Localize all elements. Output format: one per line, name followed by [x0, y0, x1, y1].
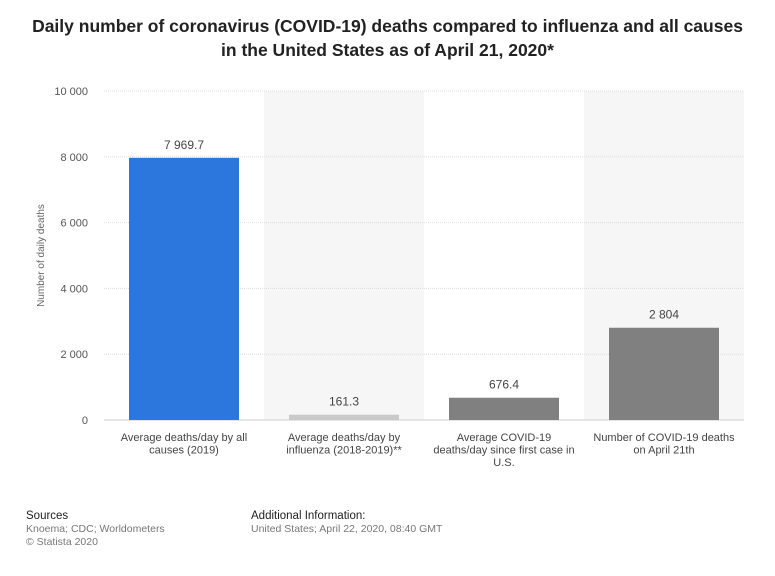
data-label: 7 969.7 [164, 138, 204, 152]
x-tick-label: influenza (2018-2019)** [286, 445, 402, 457]
chart-title: Daily number of coronavirus (COVID-19) d… [20, 14, 755, 62]
x-tick-label: Average deaths/day by all [121, 432, 247, 444]
x-tick-label: Average COVID-19 [457, 432, 552, 444]
bar [289, 414, 399, 420]
chart-title-line-2: in the United States as of April 21, 202… [221, 40, 554, 60]
bar [129, 157, 239, 420]
bar [609, 327, 719, 420]
bar [449, 397, 559, 420]
y-tick-label: 2 000 [60, 349, 88, 361]
x-tick-label: deaths/day since first case in [433, 445, 574, 457]
x-tick-label: U.S. [493, 457, 514, 469]
additional-info-heading: Additional Information: [251, 510, 366, 522]
y-tick-label: 0 [82, 415, 88, 427]
y-axis-label: Number of daily deaths [36, 204, 47, 307]
additional-info-line: United States; April 22, 2020, 08:40 GMT [251, 523, 443, 535]
sources-heading: Sources [26, 510, 69, 522]
x-tick-label: Number of COVID-19 deaths [593, 432, 735, 444]
y-tick-label: 8 000 [60, 152, 88, 164]
y-tick-label: 10 000 [54, 86, 88, 98]
sources-block: Sources Knoema; CDC; Worldometers © Stat… [26, 510, 165, 549]
x-tick-label: Average deaths/day by [288, 432, 401, 444]
bar-chart: 0 2 000 4 000 6 000 8 000 10 000 Number of dai… [36, 86, 744, 469]
sources-line-1[interactable]: Knoema; CDC; Worldometers [26, 523, 165, 535]
data-label: 2 804 [649, 308, 679, 322]
column-band [264, 91, 424, 420]
additional-info-block: Additional Information: United States; A… [251, 510, 442, 536]
x-tick-label: on April 21th [633, 445, 694, 457]
x-tick-label: causes (2019) [149, 445, 219, 457]
y-tick-label: 4 000 [60, 283, 88, 295]
data-label: 161.3 [329, 395, 359, 409]
data-label: 676.4 [489, 378, 519, 392]
y-tick-label: 6 000 [60, 218, 88, 230]
chart-title-line-1: Daily number of coronavirus (COVID-19) d… [32, 16, 743, 36]
copyright-line: © Statista 2020 [26, 536, 98, 548]
